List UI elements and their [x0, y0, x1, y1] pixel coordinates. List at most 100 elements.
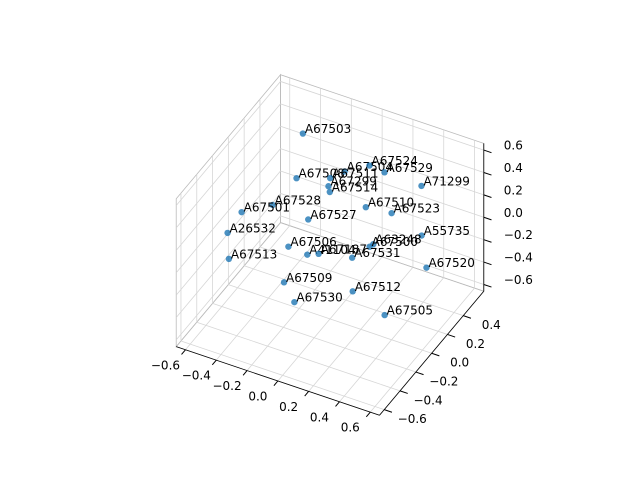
grid-line [196, 321, 401, 392]
grid-line [175, 81, 281, 206]
tick-label: −0.2 [429, 375, 458, 389]
tick-mark [304, 391, 310, 397]
point [224, 229, 231, 237]
tick-label: 0.6 [341, 421, 360, 435]
tick-label: 0.6 [504, 139, 523, 153]
point-label: A67527 [310, 208, 356, 222]
tick-mark [483, 172, 492, 176]
tick-label: 0.4 [310, 410, 329, 424]
tick-label: −0.6 [151, 358, 180, 372]
tick-mark [242, 370, 248, 376]
tick-label: 0.4 [504, 161, 523, 175]
tick-label: −0.2 [504, 228, 533, 242]
point-label: A67513 [231, 247, 277, 261]
tick-label: −0.4 [413, 393, 442, 407]
tick-mark [384, 409, 393, 413]
point-label: A55735 [424, 224, 470, 238]
point [341, 168, 348, 175]
point-label: A67514 [332, 181, 378, 195]
tick-mark [463, 315, 472, 319]
point-label: A67529 [387, 161, 433, 175]
point [381, 169, 388, 176]
tick-label: −0.4 [182, 369, 211, 383]
grid-line [175, 125, 281, 251]
point [305, 216, 312, 223]
grid-line [280, 215, 484, 285]
tick-mark [483, 239, 492, 243]
point [304, 251, 311, 258]
point [418, 232, 425, 239]
grid-line [280, 170, 484, 241]
tick-mark [483, 284, 492, 288]
point [362, 204, 370, 211]
tick-mark [415, 371, 424, 376]
axis-line [176, 346, 380, 416]
grid-line [175, 193, 281, 318]
tick-label: 0.0 [504, 206, 523, 220]
point [326, 188, 333, 196]
grid-line [175, 103, 281, 229]
point [225, 255, 233, 263]
tick-mark [431, 352, 440, 357]
point-label: A67500 [372, 235, 418, 249]
point-label: A67187 [321, 242, 367, 256]
point-label: A67508 [299, 167, 345, 181]
point-label: A26532 [230, 221, 276, 235]
point-label: A67512 [355, 280, 401, 294]
grid-line [280, 81, 484, 151]
tick-label: −0.4 [504, 251, 533, 265]
tick-mark [483, 149, 492, 154]
tick-mark [483, 261, 492, 266]
point-label: A67511 [332, 167, 378, 181]
grid-line [259, 246, 464, 317]
axis-line [379, 290, 485, 416]
point-label: A67503 [305, 122, 351, 136]
point-label: A67528 [275, 193, 321, 207]
point-label: A67520 [428, 256, 474, 270]
tick-label: −0.6 [398, 412, 427, 426]
point [348, 254, 356, 261]
grid-line [280, 125, 484, 196]
point-label: A67524 [372, 154, 418, 168]
point-label: A67501 [244, 201, 290, 215]
tick-label: −0.2 [212, 379, 241, 393]
point [299, 130, 307, 137]
grid-line [280, 148, 484, 218]
point [388, 209, 395, 217]
point-label: A63248 [375, 233, 421, 247]
point [285, 243, 292, 250]
grid-line [228, 284, 432, 354]
point [381, 311, 388, 319]
point [269, 201, 276, 209]
tick-label: 0.0 [450, 356, 469, 370]
point [325, 183, 332, 190]
tick-mark [483, 216, 492, 221]
point-label: A67505 [387, 304, 433, 318]
point-label: A67531 [354, 246, 400, 260]
tick-mark [181, 349, 186, 355]
tick-label: 0.0 [248, 389, 267, 403]
point [327, 174, 334, 182]
point [293, 175, 300, 182]
point-label: A67506 [290, 235, 336, 249]
grid-line [244, 265, 448, 335]
grid-line [212, 303, 416, 373]
point-label: A67509 [286, 271, 332, 285]
point [366, 162, 373, 169]
tick-mark [483, 194, 492, 198]
tick-label: 0.4 [482, 318, 501, 332]
tick-mark [365, 411, 371, 418]
tick-mark [335, 401, 340, 407]
point [291, 298, 298, 306]
tick-label: 0.2 [504, 183, 523, 197]
point-label: A67299 [330, 175, 376, 189]
point [238, 208, 245, 216]
tick-mark [399, 390, 408, 394]
grid-line [180, 340, 385, 411]
point [418, 182, 425, 190]
point [280, 279, 288, 286]
tick-mark [273, 380, 279, 386]
tick-label: 0.2 [466, 337, 485, 351]
point-label: A67510 [368, 196, 414, 210]
